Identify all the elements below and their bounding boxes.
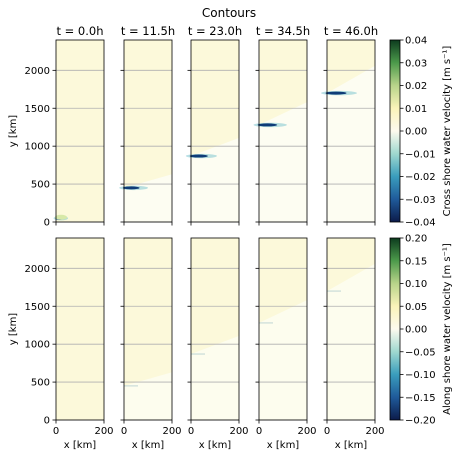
disturbed-region (124, 372, 172, 420)
colorbar-tick-label: −0.02 (405, 172, 436, 183)
x-axis-label: x [km] (132, 440, 165, 451)
colorbar-tick-label: 0.00 (405, 127, 427, 138)
panel-r1-c4: 0 200 x [km] (323, 237, 385, 451)
field-background (56, 40, 104, 222)
panel-frame (55, 237, 105, 421)
panel-r0-c2: t = 23.0h (185, 24, 242, 226)
panel-frame (190, 237, 240, 421)
x-axis-label: x [km] (64, 440, 97, 451)
x-tick-label: 200 (94, 426, 113, 437)
x-tick-label: 0 (53, 426, 59, 437)
disturbed-region (191, 335, 239, 420)
panel-frame (123, 39, 173, 223)
y-axis-label: y [km] (8, 313, 19, 346)
figure-title: Contours (202, 6, 256, 20)
disturbed-region (327, 65, 375, 223)
x-axis-label: x [km] (267, 440, 300, 451)
y-tick-label: 1500 (25, 104, 50, 115)
panel-title: t = 46.0h (324, 24, 378, 38)
panel-r0-c1: t = 11.5h (119, 24, 175, 226)
colorbar-0: 0.04 0.03 0.02 0.01 0.00 −0.01 −0.02 −0.03 −0.04… (389, 36, 453, 229)
colorbar-label: Cross shore water velocity [m s⁻¹] (442, 46, 453, 217)
panel-r0-c0: 0 500 1000 1500 2000 t = 0.0h (25, 24, 105, 229)
x-tick-label: 0 (121, 426, 127, 437)
colorbar-tick-label: −0.04 (405, 218, 436, 229)
colorbar-label: Along shore water velocity [m s⁻¹] (442, 243, 453, 415)
disturbed-region (259, 300, 307, 420)
colorbar-tick-label: −0.10 (405, 370, 436, 381)
panel-title: t = 0.0h (56, 24, 103, 38)
y-tick-label: 2000 (25, 66, 50, 77)
colorbar-tick-label: 0.20 (405, 234, 427, 245)
colorbar-tick-label: 0.10 (405, 279, 427, 290)
panel-frame (190, 39, 240, 223)
colorbar-tick-label: −0.20 (405, 416, 436, 427)
disturbed-region (191, 137, 239, 222)
x-tick-label: 200 (162, 426, 181, 437)
y-tick-label: 0 (44, 218, 50, 229)
panel-title: t = 34.5h (256, 24, 310, 38)
disturbed-region (259, 102, 307, 222)
colorbar-1: 0.20 0.15 0.10 0.05 0.00 −0.05 −0.10 −0.15 −0.20… (389, 234, 453, 427)
colorbar-tick-label: −0.05 (405, 347, 436, 358)
panel-r1-c0: 0 500 1000 1500 2000 0 200 x [km] (25, 237, 114, 451)
colorbar-tick-label: 0.01 (405, 104, 427, 115)
panel-frame (55, 39, 105, 223)
x-tick-label: 0 (188, 426, 194, 437)
colorbar-tick-label: 0.04 (405, 36, 427, 47)
panel-title: t = 23.0h (188, 24, 242, 38)
panel-r1-c2: 0 200 x [km] (187, 237, 249, 451)
panel-r1-c3: 0 200 x [km] (255, 237, 317, 451)
panel-frame (258, 39, 308, 223)
panel-frame (123, 237, 173, 421)
velocity-signal-positive (55, 214, 67, 220)
panel-frame (258, 237, 308, 421)
colorbar-tick-label: 0.15 (405, 256, 427, 267)
y-tick-label: 1500 (25, 302, 50, 313)
panel-frame (326, 237, 376, 421)
x-axis-label: x [km] (199, 440, 232, 451)
x-tick-label: 0 (324, 426, 330, 437)
panel-title: t = 11.5h (121, 24, 175, 38)
velocity-signal-core (189, 154, 208, 158)
x-tick-label: 200 (297, 426, 316, 437)
panel-frame (326, 39, 376, 223)
y-tick-label: 500 (31, 378, 50, 389)
panel-r0-c3: t = 34.5h (253, 24, 310, 226)
velocity-signal-core (122, 186, 140, 190)
colorbars: 0.04 0.03 0.02 0.01 0.00 −0.01 −0.02 −0.03 −0.04… (389, 36, 453, 427)
y-tick-label: 0 (44, 416, 50, 427)
x-axis-label: x [km] (335, 440, 368, 451)
colorbar-tick-label: 0.02 (405, 81, 427, 92)
field-background (56, 238, 104, 420)
x-tick-label: 0 (256, 426, 262, 437)
y-tick-label: 1000 (25, 142, 50, 153)
x-tick-label: 200 (365, 426, 384, 437)
colorbar-tick-label: 0.05 (405, 302, 427, 313)
panel-r0-c4: t = 46.0h (321, 24, 378, 226)
colorbar-tick-label: −0.15 (405, 393, 436, 404)
y-tick-label: 1000 (25, 340, 50, 351)
colorbar-tick-label: 0.00 (405, 325, 427, 336)
velocity-signal-core (325, 91, 347, 95)
panel-r1-c1: 0 200 x [km] (120, 237, 182, 451)
colorbar-scale (389, 39, 401, 223)
colorbar-tick-label: −0.01 (405, 149, 436, 160)
y-axis-label: y [km] (8, 115, 19, 148)
disturbed-region (327, 263, 375, 420)
y-tick-label: 2000 (25, 264, 50, 275)
colorbar-tick-label: −0.03 (405, 195, 436, 206)
colorbar-tick-label: 0.03 (405, 58, 427, 69)
colorbar-scale (389, 237, 401, 421)
x-tick-label: 200 (229, 426, 248, 437)
y-tick-label: 500 (31, 180, 50, 191)
velocity-signal-core (257, 123, 278, 127)
